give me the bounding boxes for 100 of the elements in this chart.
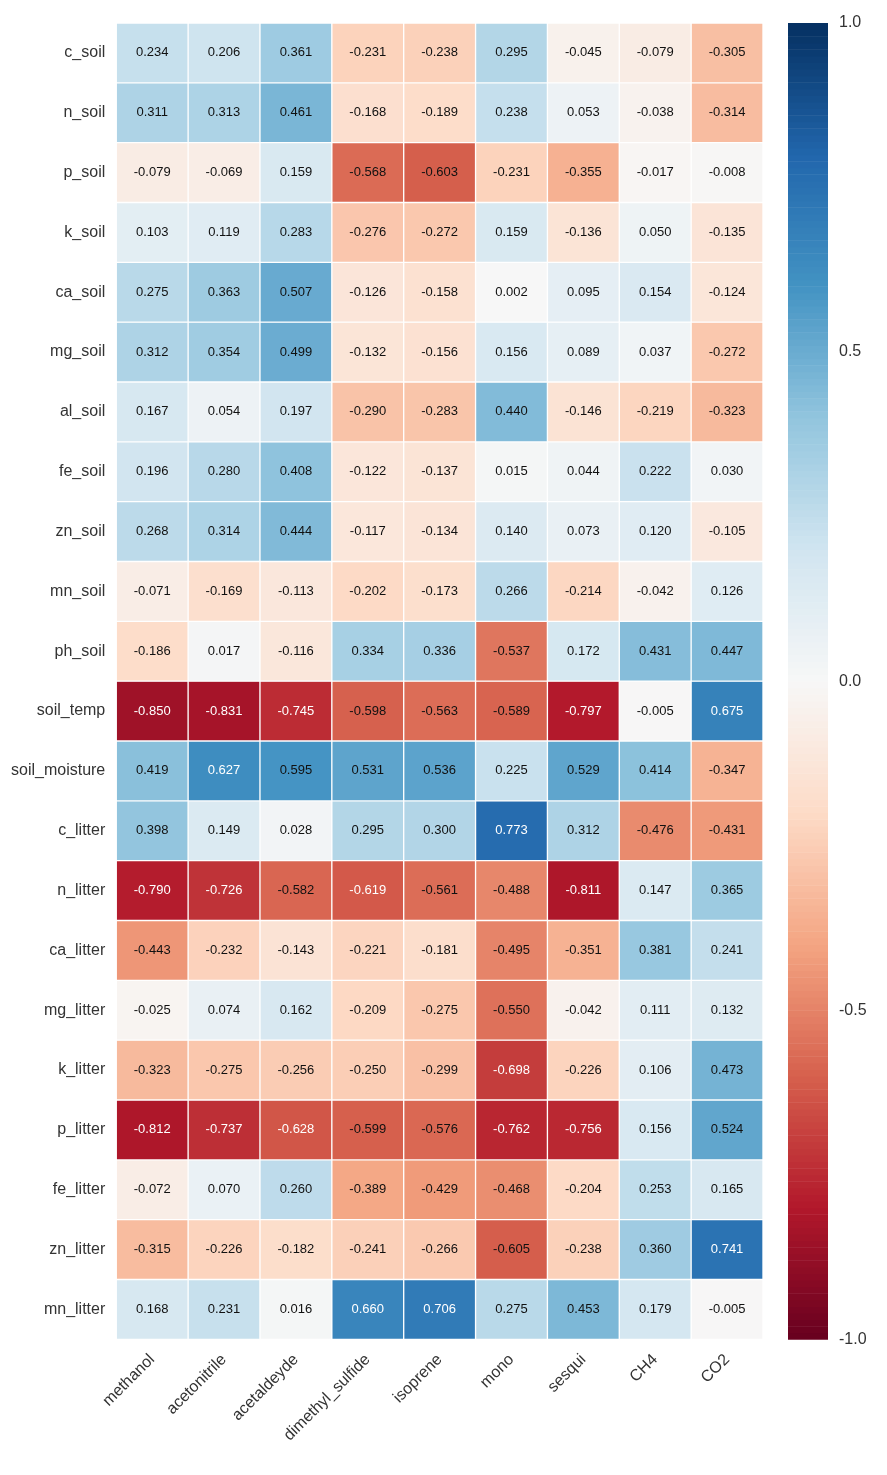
data-label: 0.126: [710, 582, 744, 598]
y-tick-label: c_soil: [64, 43, 106, 62]
data-label: 0.773: [495, 822, 528, 838]
data-label: -0.275: [421, 1001, 459, 1017]
data-label: -0.605: [493, 1241, 530, 1257]
data-label: -0.005: [708, 1300, 746, 1316]
data-label: 0.381: [638, 941, 672, 957]
data-label: -0.831: [205, 702, 243, 718]
data-label: -0.431: [708, 822, 746, 838]
data-label: 0.419: [135, 762, 169, 778]
color-bar-label: -0.5: [839, 1000, 867, 1018]
data-label: -0.275: [205, 1061, 243, 1077]
data-label: -0.351: [564, 941, 602, 957]
data-label: -0.238: [421, 44, 459, 60]
data-label: -0.113: [277, 582, 314, 598]
data-label: -0.563: [421, 702, 459, 718]
data-label: -0.790: [133, 882, 171, 898]
data-label: -0.355: [564, 164, 602, 180]
y-tick-label: soil_temp: [36, 701, 106, 720]
data-label: 0.120: [638, 523, 672, 539]
data-label: 0.447: [710, 642, 744, 658]
data-label: -0.232: [205, 941, 243, 957]
data-label: -0.603: [421, 164, 459, 180]
color-bar-label: 0.0: [839, 671, 862, 689]
data-label: 0.167: [135, 403, 169, 419]
data-label: -0.221: [349, 941, 387, 957]
data-label: -0.202: [349, 582, 387, 598]
data-label: -0.276: [349, 223, 387, 239]
data-label: 0.238: [495, 104, 528, 120]
data-label: 0.283: [279, 223, 313, 239]
data-label: 0.132: [710, 1001, 744, 1017]
data-label: 0.268: [135, 523, 169, 539]
data-label: -0.589: [493, 702, 530, 718]
data-label: 0.156: [495, 343, 528, 359]
data-label: -0.122: [349, 463, 387, 479]
data-label: 0.313: [207, 104, 241, 120]
data-label: 0.119: [208, 223, 240, 239]
data-label: -0.214: [564, 582, 602, 598]
y-tick-label: ca_litter: [49, 940, 106, 959]
data-label: -0.158: [421, 283, 459, 299]
data-label: 0.524: [710, 1121, 744, 1137]
data-label: -0.231: [349, 44, 387, 60]
data-label: -0.079: [636, 44, 674, 60]
data-label: 0.037: [638, 343, 672, 359]
data-label: -0.850: [133, 702, 171, 718]
data-label: 0.054: [207, 403, 241, 419]
data-label: -0.168: [349, 104, 387, 120]
data-label: 0.225: [495, 762, 528, 778]
y-tick-label: fe_litter: [52, 1180, 106, 1199]
y-tick-label: c_litter: [58, 821, 106, 840]
data-label: 0.089: [567, 343, 600, 359]
data-label: 0.103: [135, 223, 169, 239]
data-label: 0.741: [710, 1241, 744, 1257]
data-label: 0.179: [638, 1300, 672, 1316]
data-label: 0.275: [135, 283, 169, 299]
data-label: -0.561: [421, 882, 459, 898]
data-label: -0.069: [205, 164, 243, 180]
data-label: 0.002: [495, 283, 528, 299]
data-label: 0.507: [279, 283, 313, 299]
data-label: 0.444: [279, 523, 313, 539]
data-label: 0.168: [135, 1300, 169, 1316]
data-label: 0.311: [136, 104, 168, 120]
data-label: 0.595: [279, 762, 313, 778]
data-label: 0.159: [279, 164, 313, 180]
data-label: -0.189: [421, 104, 459, 120]
data-label: -0.323: [708, 403, 746, 419]
data-label: 0.334: [351, 642, 385, 658]
data-label: -0.488: [493, 882, 530, 898]
data-label: 0.260: [279, 1181, 313, 1197]
data-label: 0.147: [638, 882, 672, 898]
data-label: 0.706: [423, 1300, 456, 1316]
y-tick-label: k_soil: [64, 222, 106, 241]
data-label: -0.476: [636, 822, 674, 838]
data-label: -0.299: [421, 1061, 459, 1077]
data-label: 0.241: [710, 941, 744, 957]
data-label: -0.598: [349, 702, 387, 718]
data-label: -0.241: [349, 1241, 387, 1257]
data-label: -0.017: [636, 164, 674, 180]
x-tick-label: CH4: [625, 1350, 661, 1385]
data-label: 0.015: [495, 463, 528, 479]
data-label: -0.204: [564, 1181, 602, 1197]
y-tick-label: mn_litter: [43, 1299, 106, 1318]
data-label: 0.300: [423, 822, 456, 838]
data-label: -0.181: [421, 941, 459, 957]
data-label: -0.568: [349, 164, 387, 180]
data-label: 0.074: [207, 1001, 241, 1017]
color-bar-label: 0.5: [839, 342, 862, 360]
data-label: -0.468: [493, 1181, 530, 1197]
data-label: -0.429: [421, 1181, 459, 1197]
y-tick-label: zn_soil: [55, 521, 106, 540]
data-label: -0.226: [205, 1241, 243, 1257]
data-label: 0.361: [279, 44, 313, 60]
data-label: -0.079: [133, 164, 171, 180]
data-label: 0.398: [135, 822, 169, 838]
data-label: -0.537: [493, 642, 530, 658]
data-label: -0.209: [349, 1001, 387, 1017]
data-label: 0.280: [207, 463, 241, 479]
data-label: 0.314: [207, 523, 241, 539]
data-label: -0.256: [277, 1061, 315, 1077]
data-label: -0.698: [493, 1061, 530, 1077]
